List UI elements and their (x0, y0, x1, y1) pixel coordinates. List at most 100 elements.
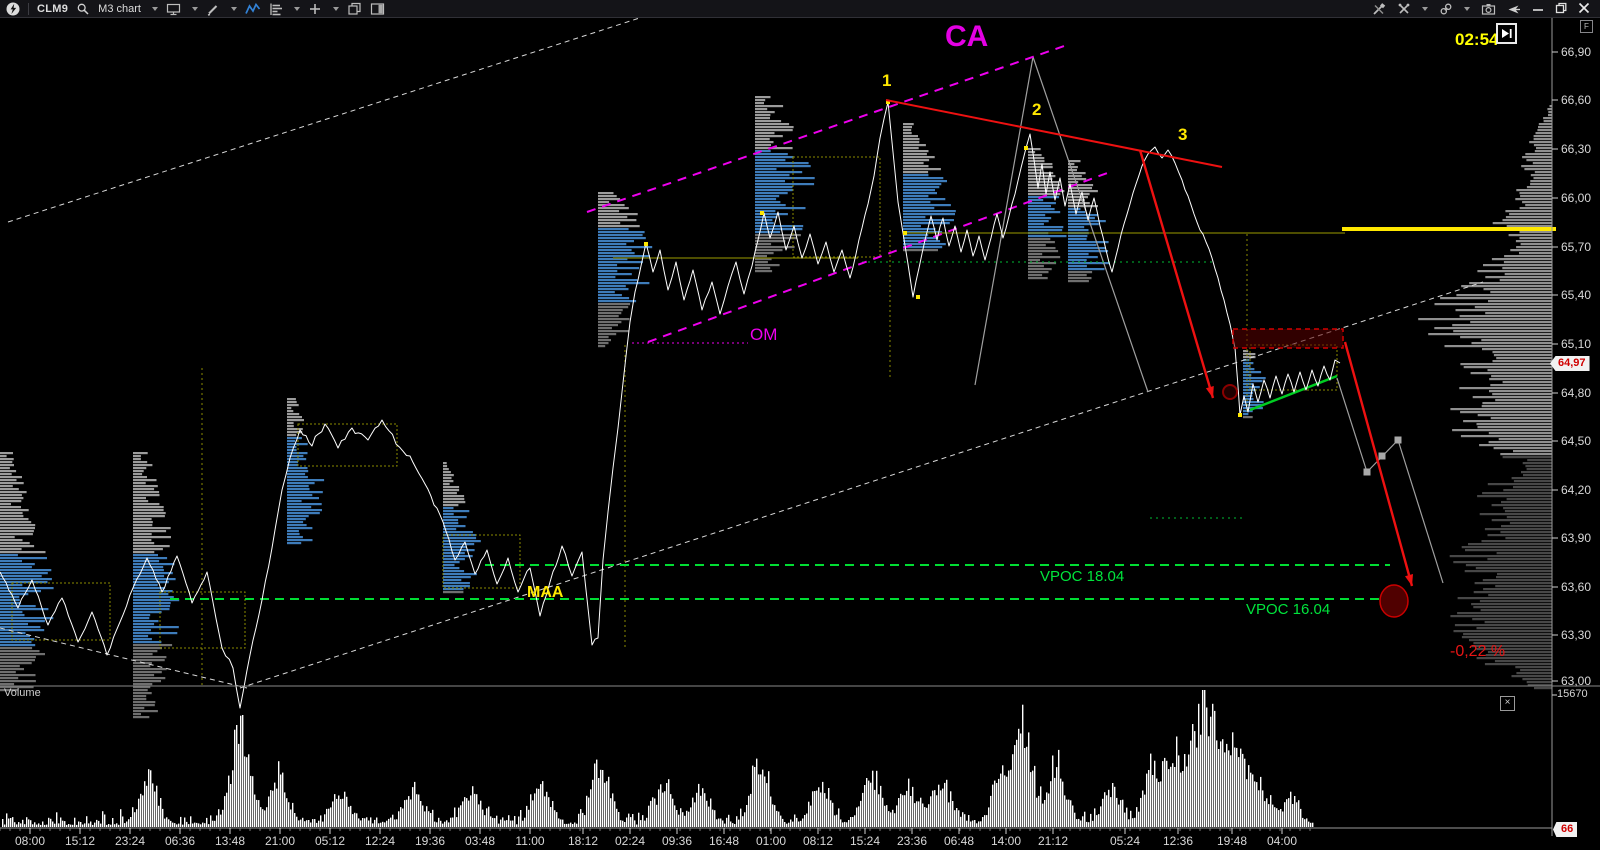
draw-menu[interactable] (206, 2, 237, 16)
price-axis-label: 66,60 (1561, 93, 1591, 107)
search-icon[interactable] (76, 2, 90, 16)
camera-icon[interactable] (1481, 2, 1496, 16)
line-chart-icon[interactable] (245, 2, 261, 16)
time-axis-label: 15:12 (65, 834, 95, 848)
swing-dot (1024, 146, 1028, 150)
time-axis-label: 14:00 (991, 834, 1021, 848)
swing-markers (644, 100, 1242, 417)
add-menu[interactable] (308, 2, 339, 16)
time-axis-label: 18:12 (568, 834, 598, 848)
last-price-tag: 64,97 (1550, 356, 1590, 371)
range-box (159, 591, 246, 649)
annotation-point-2: 2 (1032, 100, 1042, 119)
projection-arrow (1343, 341, 1414, 587)
volume-scale-label: 15670 (1557, 688, 1588, 700)
time-axis-label: 21:00 (265, 834, 295, 848)
volume-profile (755, 96, 815, 273)
plus-icon (308, 2, 322, 16)
close-button[interactable] (1578, 2, 1590, 16)
symbol-label[interactable]: CLM9 (37, 2, 69, 15)
link-menu[interactable] (1439, 2, 1470, 16)
chevron-down-icon (332, 6, 339, 11)
channel-line (7, 12, 656, 223)
swing-dot (886, 100, 890, 104)
pin-icon[interactable] (1507, 2, 1521, 16)
time-axis-label: 09:36 (662, 834, 692, 848)
drawing-handle[interactable] (1363, 468, 1371, 476)
f-badge[interactable]: F (1580, 20, 1593, 33)
drawing-handle[interactable] (1394, 436, 1402, 444)
volume-panel-close-icon[interactable]: × (1500, 696, 1515, 711)
minimize-button[interactable] (1532, 2, 1544, 16)
time-axis-label: 21:12 (1038, 834, 1068, 848)
timeframe-label: M3 chart (98, 2, 141, 15)
composite-volume-profile (1418, 105, 1552, 690)
resistance-trendline (885, 99, 1223, 168)
price-axis-label: 65,70 (1561, 240, 1591, 254)
go-to-latest-button[interactable] (1496, 23, 1517, 44)
swing-dot (644, 242, 648, 246)
range-boxes (11, 156, 1345, 688)
target-circle-big (1379, 584, 1409, 618)
link-icon (1439, 2, 1453, 16)
chevron-down-icon (1422, 6, 1428, 11)
zigzag-segment (974, 56, 1034, 386)
time-axis-label: 08:00 (15, 834, 45, 848)
chevron-down-icon (151, 6, 158, 11)
volume-profile (287, 398, 325, 545)
arrow-head (1405, 574, 1413, 586)
zigzag-segment (1032, 56, 1149, 393)
channel-line (239, 281, 1484, 689)
timeframe-selector[interactable]: M3 chart (98, 3, 158, 15)
time-axis-label: 16:48 (709, 834, 739, 848)
annotation-maa: MAA (527, 584, 564, 601)
time-axis-label: 19:48 (1217, 834, 1247, 848)
price-axis-label: 65,10 (1561, 337, 1591, 351)
annotation-om: OM (750, 325, 778, 344)
app-logo-icon[interactable] (6, 2, 20, 16)
histogram-rows-icon (269, 2, 283, 16)
volume-profile (443, 462, 481, 594)
depth-menu[interactable] (269, 2, 300, 16)
tools-icon[interactable] (1371, 2, 1386, 16)
time-axis-label: 15:24 (850, 834, 880, 848)
volume-profile (903, 123, 956, 252)
annotation-point-3: 3 (1178, 125, 1188, 144)
time-axis-label: 12:24 (365, 834, 395, 848)
price-line (0, 101, 1341, 709)
price-axis-label: 64,20 (1561, 483, 1591, 497)
annotation-point-1: 1 (882, 71, 892, 90)
channel-line (0, 627, 248, 689)
volume-profile (0, 452, 54, 692)
swing-dot (760, 211, 764, 215)
magenta-trendline (647, 171, 1111, 343)
time-axis-label: 13:48 (215, 834, 245, 848)
range-box (1249, 344, 1338, 391)
price-axis-label: 63,60 (1561, 580, 1591, 594)
drawing-handle[interactable] (1378, 452, 1386, 460)
volume-profile (598, 192, 653, 348)
restore-button[interactable] (1555, 2, 1567, 16)
display-menu[interactable] (166, 2, 198, 16)
strategies-menu[interactable] (1397, 2, 1428, 16)
chevron-down-icon (293, 6, 300, 11)
duplicate-window-icon[interactable] (347, 2, 362, 16)
time-axis-label: 05:24 (1110, 834, 1140, 848)
arrow-head (1205, 386, 1214, 398)
range-box (792, 156, 881, 258)
red-drawings (885, 99, 1414, 618)
time-axis-label: 11:00 (515, 834, 544, 848)
time-axis-label: 08:12 (803, 834, 833, 848)
time-axis-label: 06:36 (165, 834, 195, 848)
monitor-icon (166, 2, 181, 16)
panel-layout-icon[interactable] (370, 2, 385, 16)
chevron-down-icon (230, 6, 237, 11)
time-axis-label: 05:12 (315, 834, 345, 848)
axes[interactable]: 08:00 15:12 23:24 06:36 13:48 21:00 05:12 12:24… (0, 18, 1600, 848)
volume-profile (133, 452, 180, 719)
price-axis-label: 66,00 (1561, 191, 1591, 205)
support-trendline (1249, 374, 1338, 412)
volume-panel-title: Volume (4, 687, 41, 699)
